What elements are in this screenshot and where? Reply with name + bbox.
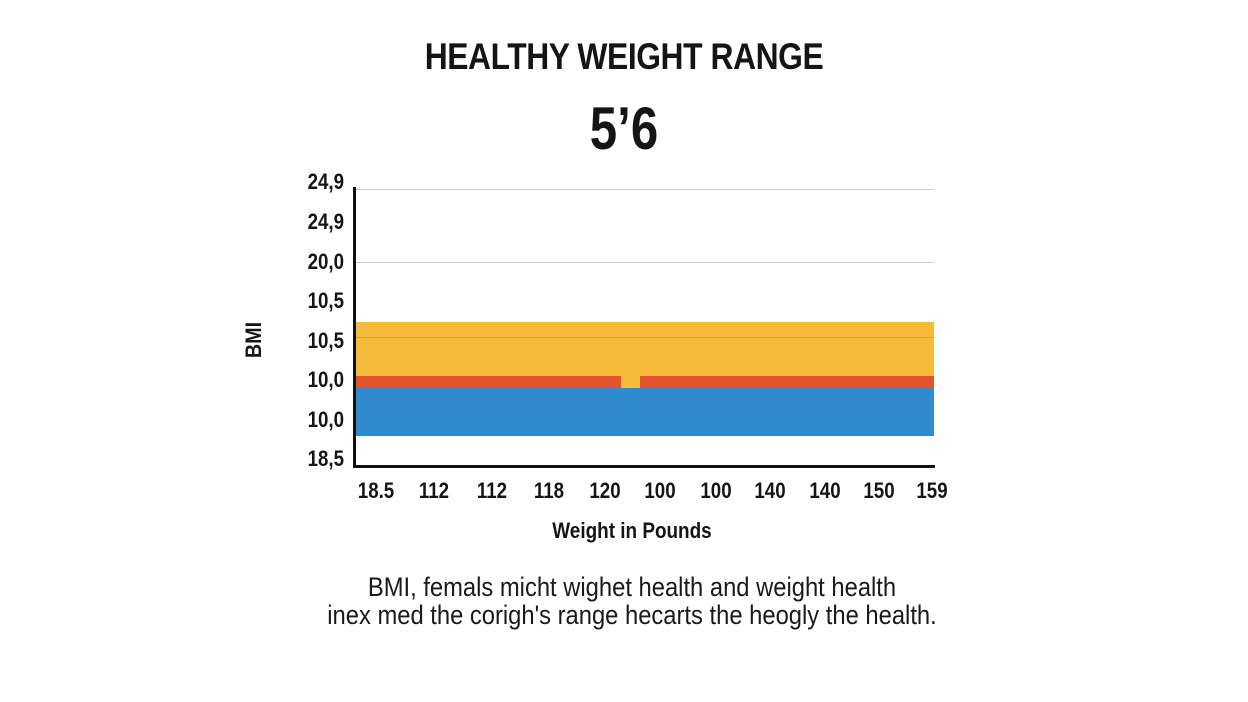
x-tick-label: 118 xyxy=(533,478,565,503)
chart-caption: BMI, femals micht wighet health and weig… xyxy=(76,573,1188,629)
y-tick-label: 24,9 xyxy=(307,209,344,234)
y-axis-label: BMI xyxy=(241,321,266,359)
caption-line-1: BMI, femals micht wighet health and weig… xyxy=(367,572,897,602)
blue-range-band xyxy=(356,388,934,436)
red-boundary-band xyxy=(356,376,934,388)
x-tick-label: 140 xyxy=(809,478,841,503)
x-axis-label: Weight in Pounds xyxy=(552,518,712,543)
caption-line-2: inex med the corigh's range hecarts the … xyxy=(327,600,937,630)
y-tick-label: 10,0 xyxy=(307,367,344,392)
y-tick-label: 18,5 xyxy=(307,446,344,471)
x-tick-label: 159 xyxy=(916,478,948,503)
y-axis-line xyxy=(353,187,356,468)
y-tick-label: 10,5 xyxy=(307,288,344,313)
gridline xyxy=(356,189,934,190)
x-tick-label: 150 xyxy=(863,478,895,503)
gridline xyxy=(356,262,934,263)
yellow-range-band xyxy=(356,322,934,376)
x-tick-label: 120 xyxy=(589,478,621,503)
chart-title: HEALTHY WEIGHT RANGE xyxy=(424,36,824,77)
band-gridline xyxy=(356,337,934,338)
x-tick-label: 112 xyxy=(476,478,508,503)
x-tick-label: 112 xyxy=(418,478,450,503)
height-subtitle: 5’6 xyxy=(589,95,659,162)
x-tick-label: 140 xyxy=(754,478,786,503)
y-tick-label: 10,0 xyxy=(307,407,344,432)
x-axis-line xyxy=(353,465,935,468)
y-tick-label: 20,0 xyxy=(307,249,344,274)
x-tick-label: 100 xyxy=(700,478,732,503)
y-tick-label: 10,5 xyxy=(307,328,344,353)
x-tick-label: 18.5 xyxy=(357,478,395,503)
x-tick-label: 100 xyxy=(644,478,676,503)
range-marker xyxy=(621,376,640,388)
y-tick-label: 24,9 xyxy=(307,169,344,194)
